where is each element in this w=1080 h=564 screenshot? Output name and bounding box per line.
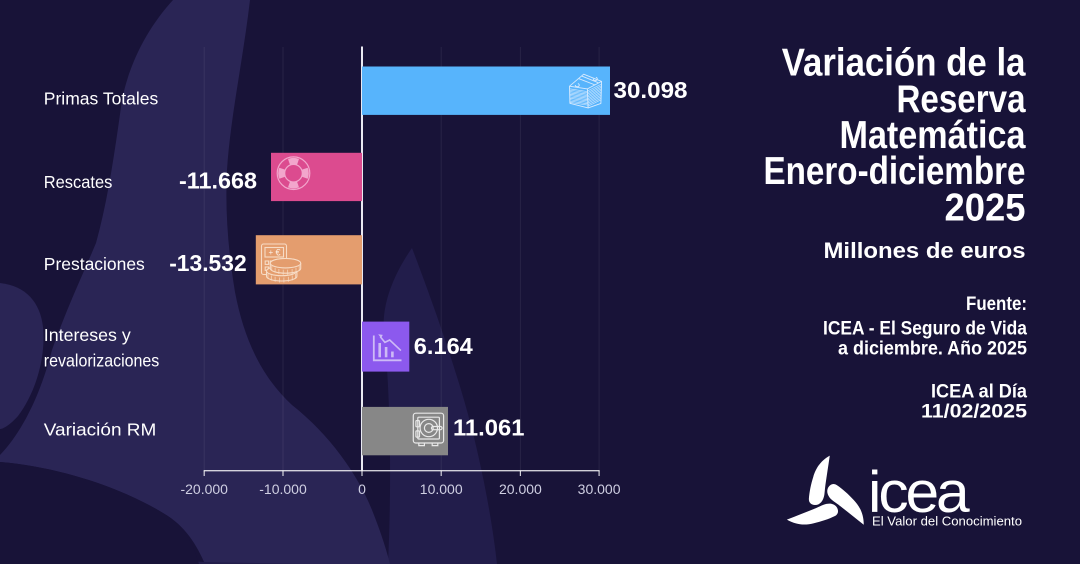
svg-text:Fuente:: Fuente:	[966, 294, 1027, 315]
svg-text:Enero-diciembre: Enero-diciembre	[764, 150, 1026, 193]
svg-text:30.000: 30.000	[578, 481, 621, 497]
svg-text:El Valor del Conocimiento: El Valor del Conocimiento	[872, 515, 1022, 529]
svg-text:Intereses y: Intereses y	[44, 325, 131, 345]
svg-text:a diciembre. Año 2025: a diciembre. Año 2025	[838, 339, 1027, 360]
svg-text:6.164: 6.164	[414, 333, 473, 359]
svg-text:revalorizaciones: revalorizaciones	[44, 351, 160, 371]
svg-text:Reserva: Reserva	[897, 78, 1026, 121]
svg-text:+: +	[269, 248, 274, 257]
svg-text:2025: 2025	[945, 186, 1026, 229]
svg-text:ICEA - El Seguro de Vida: ICEA - El Seguro de Vida	[823, 318, 1027, 339]
svg-text:11/02/2025: 11/02/2025	[921, 401, 1027, 422]
svg-text:Primas Totales: Primas Totales	[44, 88, 159, 108]
svg-text:-10.000: -10.000	[259, 481, 307, 497]
svg-text:icea: icea	[868, 460, 970, 525]
svg-text:Variación de la: Variación de la	[782, 42, 1026, 85]
svg-text:Variación RM: Variación RM	[44, 420, 157, 440]
svg-text:30.098: 30.098	[614, 77, 688, 103]
svg-text:10.000: 10.000	[420, 481, 463, 497]
svg-text:20.000: 20.000	[499, 481, 542, 497]
svg-text:Matemática: Matemática	[840, 114, 1026, 157]
svg-text:11.061: 11.061	[453, 415, 525, 441]
svg-text:-11.668: -11.668	[179, 168, 257, 194]
svg-text:€: €	[276, 248, 281, 258]
svg-text:Prestaciones: Prestaciones	[44, 254, 145, 274]
svg-text:-20.000: -20.000	[180, 481, 228, 497]
svg-text:Rescates: Rescates	[44, 172, 113, 192]
svg-text:ICEA al Día: ICEA al Día	[931, 381, 1027, 402]
svg-text:Millones de euros: Millones de euros	[824, 238, 1026, 263]
svg-text:0: 0	[358, 481, 366, 497]
svg-text:-13.532: -13.532	[169, 250, 247, 276]
